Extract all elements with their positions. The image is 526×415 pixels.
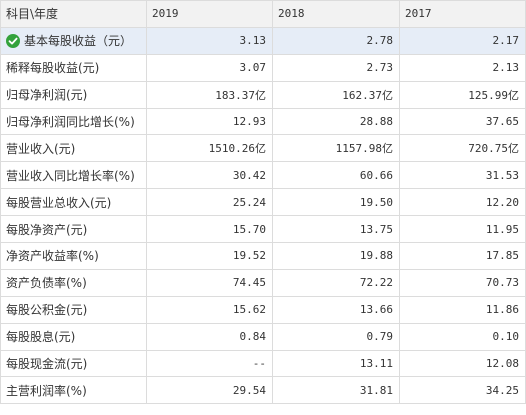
table-row-operating-margin[interactable]: 主营利润率(%) 29.54 31.81 34.25 (0, 376, 526, 405)
header-year-2018[interactable]: 2018 (272, 0, 400, 28)
cell-2018: 60.66 (272, 161, 400, 190)
cell-2018: 28.88 (272, 107, 400, 136)
cell-2017: 2.17 (399, 26, 526, 55)
table-row-net-assets-per-share[interactable]: 每股净资产(元) 15.70 13.75 11.95 (0, 215, 526, 244)
cell-2017: 17.85 (399, 242, 526, 270)
cell-2017: 70.73 (399, 268, 526, 297)
cell-2019: 15.70 (146, 215, 273, 244)
cell-2019: 183.37亿 (146, 80, 273, 109)
cell-2018: 2.73 (272, 53, 400, 82)
table-row-revenue[interactable]: 营业收入(元) 1510.26亿 1157.98亿 720.75亿 (0, 134, 526, 163)
cell-2019: 12.93 (146, 107, 273, 136)
table-row-debt-ratio[interactable]: 资产负债率(%) 74.45 72.22 70.73 (0, 268, 526, 297)
row-label: 每股净资产(元) (0, 215, 147, 244)
row-label: 净资产收益率(%) (0, 242, 147, 270)
header-item-year-label: 科目\年度 (0, 0, 147, 28)
cell-2018: 72.22 (272, 268, 400, 297)
cell-2018: 19.50 (272, 188, 400, 217)
row-label: 每股现金流(元) (0, 349, 147, 378)
table-row-reserve-per-share[interactable]: 每股公积金(元) 15.62 13.66 11.86 (0, 295, 526, 324)
cell-2019: 74.45 (146, 268, 273, 297)
check-circle-icon (6, 33, 20, 48)
header-year-2019[interactable]: 2019 (146, 0, 273, 28)
cell-2017: 0.10 (399, 322, 526, 351)
cell-2019: 0.84 (146, 322, 273, 351)
row-label: 每股股息(元) (0, 322, 147, 351)
table-row-net-profit[interactable]: 归母净利润(元) 183.37亿 162.37亿 125.99亿 (0, 80, 526, 109)
table-row-net-profit-growth[interactable]: 归母净利润同比增长(%) 12.93 28.88 37.65 (0, 107, 526, 136)
cell-2019: 1510.26亿 (146, 134, 273, 163)
table-row-revenue-growth[interactable]: 营业收入同比增长率(%) 30.42 60.66 31.53 (0, 161, 526, 190)
cell-2017: 125.99亿 (399, 80, 526, 109)
cell-2018: 13.75 (272, 215, 400, 244)
table-row-cashflow-per-share[interactable]: 每股现金流(元) -- 13.11 12.08 (0, 349, 526, 378)
cell-2017: 720.75亿 (399, 134, 526, 163)
cell-2018: 19.88 (272, 242, 400, 270)
cell-2017: 37.65 (399, 107, 526, 136)
cell-2018: 13.66 (272, 295, 400, 324)
cell-2017: 31.53 (399, 161, 526, 190)
cell-2019: 3.13 (146, 26, 273, 55)
table-row-basic-eps[interactable]: 基本每股收益（元） 3.13 2.78 2.17 (0, 26, 526, 55)
row-label: 稀释每股收益(元) (0, 53, 147, 82)
row-label: 归母净利润(元) (0, 80, 147, 109)
table-row-dividend-per-share[interactable]: 每股股息(元) 0.84 0.79 0.10 (0, 322, 526, 351)
cell-2019: 25.24 (146, 188, 273, 217)
row-label: 归母净利润同比增长(%) (0, 107, 147, 136)
row-label: 营业收入同比增长率(%) (0, 161, 147, 190)
table-header-row: 科目\年度 2019 2018 2017 (0, 0, 526, 28)
row-label-text: 基本每股收益（元） (24, 34, 133, 49)
table-row-roe[interactable]: 净资产收益率(%) 19.52 19.88 17.85 (0, 242, 526, 270)
cell-2019: 3.07 (146, 53, 273, 82)
cell-2018: 162.37亿 (272, 80, 400, 109)
cell-2018: 0.79 (272, 322, 400, 351)
row-label: 主营利润率(%) (0, 376, 147, 405)
cell-2018: 2.78 (272, 26, 400, 55)
cell-2018: 13.11 (272, 349, 400, 378)
cell-2017: 2.13 (399, 53, 526, 82)
cell-2017: 12.08 (399, 349, 526, 378)
cell-2017: 12.20 (399, 188, 526, 217)
table-row-revenue-per-share[interactable]: 每股营业总收入(元) 25.24 19.50 12.20 (0, 188, 526, 217)
cell-2017: 11.95 (399, 215, 526, 244)
cell-2019: 15.62 (146, 295, 273, 324)
header-year-2017[interactable]: 2017 (399, 0, 526, 28)
cell-2017: 34.25 (399, 376, 526, 405)
cell-2018: 1157.98亿 (272, 134, 400, 163)
cell-2019: 19.52 (146, 242, 273, 270)
row-label: 营业收入(元) (0, 134, 147, 163)
cell-2017: 11.86 (399, 295, 526, 324)
financial-indicators-table: 科目\年度 2019 2018 2017 基本每股收益（元） 3.13 2.78… (0, 0, 526, 405)
table-row-diluted-eps[interactable]: 稀释每股收益(元) 3.07 2.73 2.13 (0, 53, 526, 82)
cell-2019: 30.42 (146, 161, 273, 190)
cell-2018: 31.81 (272, 376, 400, 405)
cell-2019: -- (146, 349, 273, 378)
row-label: 每股营业总收入(元) (0, 188, 147, 217)
row-label: 基本每股收益（元） (0, 26, 147, 55)
cell-2019: 29.54 (146, 376, 273, 405)
row-label: 资产负债率(%) (0, 268, 147, 297)
row-label: 每股公积金(元) (0, 295, 147, 324)
